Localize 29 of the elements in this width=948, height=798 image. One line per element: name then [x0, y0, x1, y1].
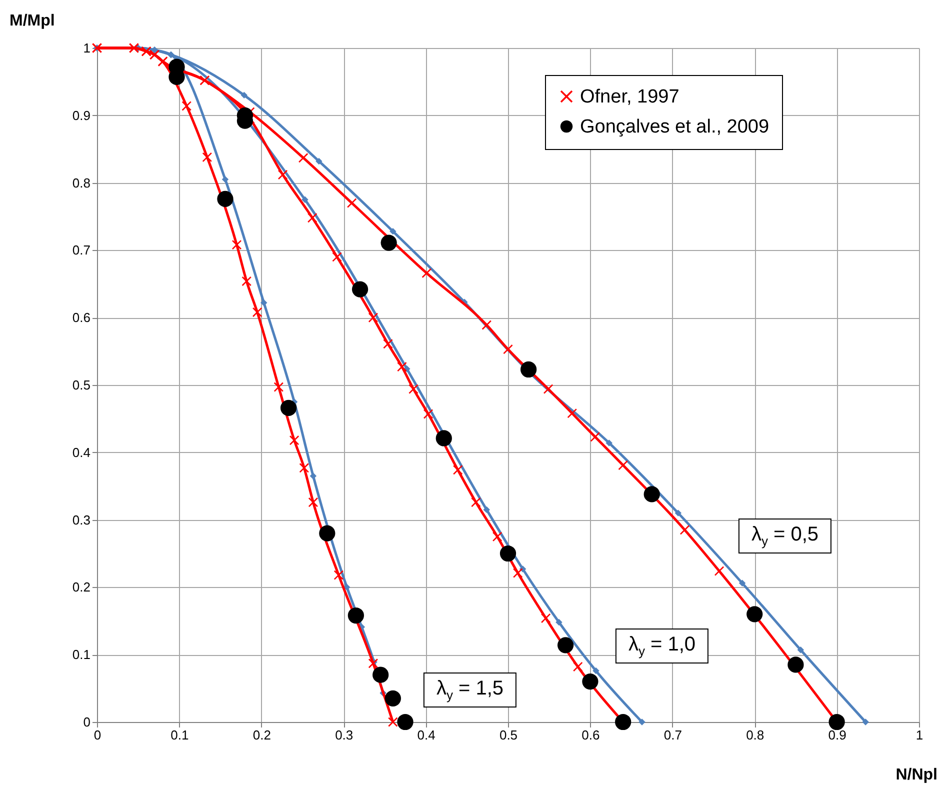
y-axis-title: M/Mpl	[10, 12, 55, 30]
x-axis-title: N/Npl	[896, 766, 938, 784]
annotation: λ$_{y}$ = 1,5	[423, 672, 517, 708]
legend-label: Ofner, 1997	[580, 86, 680, 108]
x-tick-label: 0.3	[335, 728, 354, 742]
annotation: λ$_{y}$ = 1,0	[615, 628, 709, 664]
annotation: λ$_{y}$ = 0,5	[738, 518, 832, 554]
x-tick-label: 0	[94, 728, 102, 742]
y-tick-label: 0.9	[72, 108, 90, 123]
y-tick-label: 0.1	[72, 647, 90, 662]
x-tick-label: 1	[916, 728, 924, 742]
y-tick-label: 0.7	[72, 242, 90, 258]
y-tick-label: 0.8	[72, 175, 90, 190]
x-tick-label: 0.9	[828, 728, 846, 742]
y-tick-label: 0.4	[72, 444, 90, 460]
y-tick-label: 0.6	[72, 310, 90, 326]
x-tick-label: 0.1	[170, 728, 189, 742]
x-tick-label: 0.4	[417, 728, 436, 742]
x-tick-label: 0.5	[499, 728, 518, 742]
x-tick-label: 0.6	[582, 728, 600, 742]
y-tick-label: 0	[83, 714, 90, 730]
x-tick-label: 0.7	[664, 728, 682, 742]
legend-label: Gonçalves et al., 2009	[580, 116, 770, 138]
y-tick-label: 0.2	[72, 580, 90, 595]
y-tick-label: 1	[83, 40, 90, 56]
x-tick-label: 0.8	[746, 728, 764, 742]
y-tick-label: 0.5	[72, 378, 90, 392]
y-tick-label: 0.3	[72, 512, 90, 528]
x-tick-label: 0.2	[252, 728, 271, 742]
